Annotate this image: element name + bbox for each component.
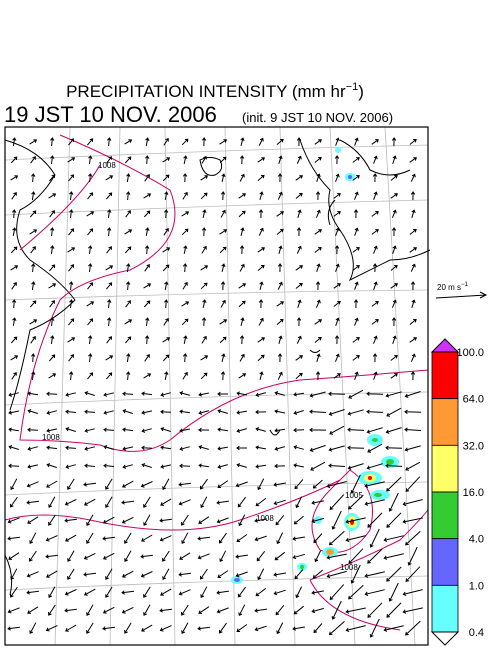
colorbar-segment [431, 491, 459, 540]
scale-vector: 20 m s−1 [435, 282, 488, 299]
colorbar-label: 100.0 [456, 347, 484, 359]
isobar-label: 1005 [345, 491, 363, 500]
colorbar-segment [431, 398, 459, 446]
colorbar-segment [431, 444, 459, 493]
wind-vectors [7, 137, 423, 638]
scale-sup: −1 [461, 282, 469, 288]
colorbar-label: 0.4 [469, 627, 484, 639]
isobars [4, 134, 429, 631]
title: PRECIPITATION INTENSITY (mm hr−1) [66, 81, 364, 101]
colorbar-top [430, 338, 460, 353]
lat-lon-grid [4, 126, 429, 646]
title-main: PRECIPITATION INTENSITY (mm hr [66, 82, 346, 101]
isobar-label: 1008 [98, 161, 116, 170]
coastlines [4, 139, 431, 596]
init-time: (init. 9 JST 10 NOV. 2006) [242, 110, 393, 125]
precipitation [231, 147, 399, 584]
isobar-label: 1008 [42, 433, 60, 442]
colorbar-bottom [430, 631, 460, 646]
colorbar-segment [431, 584, 459, 633]
scale-label: 20 m s−1 [437, 282, 469, 292]
colorbar-label: 1.0 [469, 580, 484, 592]
isobar-label: 1008 [340, 563, 358, 572]
isobar-labels: 1008 1008 1008 1005 1008 [42, 161, 363, 572]
isobar-label: 1008 [256, 514, 274, 523]
colorbar: 100.0 64.0 32.0 16.0 4.0 1.0 0.4 [430, 338, 484, 646]
valid-time: 19 JST 10 NOV. 2006 [4, 102, 217, 127]
colorbar-segment [431, 351, 459, 400]
title-end: ) [358, 82, 364, 101]
colorbar-label: 64.0 [463, 394, 484, 406]
wind-arrows [7, 137, 423, 638]
colorbar-label: 16.0 [463, 487, 484, 499]
title-sup: −1 [346, 81, 359, 93]
colorbar-label: 4.0 [469, 534, 484, 546]
colorbar-segment [431, 538, 459, 586]
scale-text: 20 m s [437, 283, 461, 292]
colorbar-label: 32.0 [463, 440, 484, 452]
map-frame [4, 126, 429, 646]
